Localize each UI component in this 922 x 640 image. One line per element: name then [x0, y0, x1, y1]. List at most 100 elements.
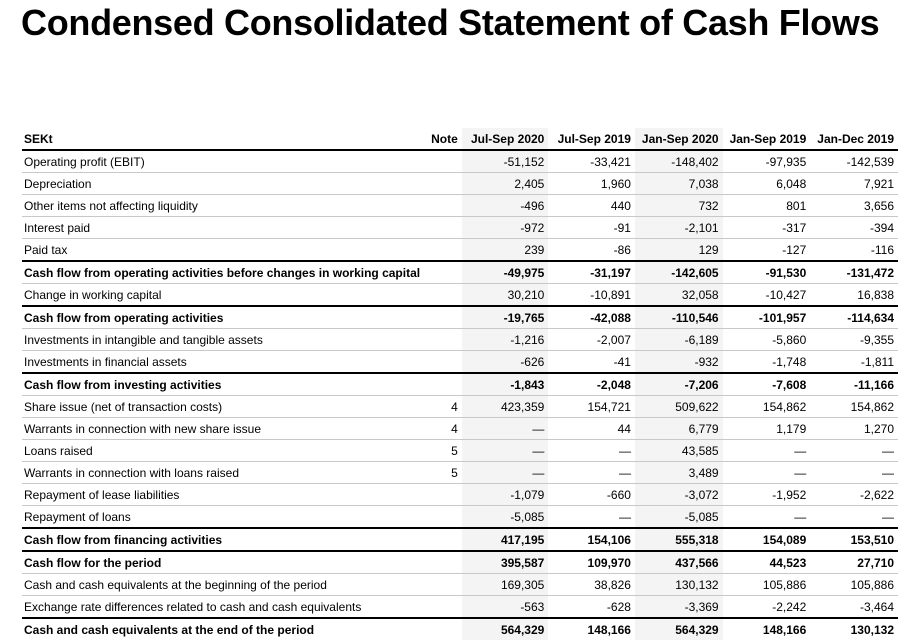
- row-note: [424, 194, 462, 217]
- row-value: -1,811: [810, 350, 898, 374]
- row-value: 148,166: [722, 617, 811, 640]
- row-value: -1,748: [722, 350, 811, 374]
- row-note: [424, 238, 462, 262]
- row-value: 44,523: [722, 550, 811, 574]
- row-value: —: [548, 439, 635, 462]
- row-label: Cash flow for the period: [22, 550, 425, 574]
- row-note: 4: [424, 395, 462, 418]
- row-value: 7,038: [634, 172, 723, 195]
- row-note: [424, 505, 462, 529]
- row-value: -317: [722, 216, 811, 239]
- row-note: [424, 350, 462, 374]
- row-label: Repayment of loans: [22, 505, 425, 529]
- row-value: 6,779: [634, 417, 723, 440]
- table-row: Change in working capital 30,210 -10,891 32…: [22, 283, 898, 307]
- row-value: -2,242: [722, 595, 811, 619]
- row-label: Operating profit (EBIT): [22, 150, 425, 173]
- row-value: —: [548, 461, 635, 484]
- row-note: [424, 595, 462, 619]
- row-value: -394: [810, 216, 898, 239]
- row-value: -972: [461, 216, 549, 239]
- table-row: Depreciation 2,405 1,960 7,038 6,048 7,921: [22, 172, 898, 195]
- row-value: —: [810, 461, 898, 484]
- row-label: Repayment of lease liabilities: [22, 483, 425, 506]
- row-value: 16,838: [810, 283, 898, 307]
- row-value: -2,007: [548, 328, 635, 351]
- row-value: —: [722, 461, 811, 484]
- row-note: [424, 216, 462, 239]
- row-value: 169,305: [461, 573, 549, 596]
- row-value: -97,935: [722, 150, 811, 173]
- row-value: 154,862: [722, 395, 811, 418]
- row-note: [424, 328, 462, 351]
- row-value: 509,622: [634, 395, 723, 418]
- table-row: Interest paid -972 -91 -2,101 -317 -394: [22, 216, 898, 239]
- table-row: Cash flow from financing activities 417,1…: [22, 527, 898, 552]
- row-value: 27,710: [810, 550, 898, 574]
- row-value: 109,970: [548, 550, 635, 574]
- row-label: Cash and cash equivalents at the end of …: [22, 617, 425, 640]
- row-value: 105,886: [810, 573, 898, 596]
- row-value: 423,359: [461, 395, 549, 418]
- row-label: Investments in financial assets: [22, 350, 425, 374]
- row-note: [424, 527, 462, 552]
- row-label: Paid tax: [22, 238, 425, 262]
- table-row: Cash flow for the period 395,587 109,970 43…: [22, 550, 898, 574]
- row-value: 3,656: [810, 194, 898, 217]
- table-row: Loans raised 5— —43,585— —: [22, 439, 898, 462]
- row-value: —: [461, 439, 549, 462]
- row-label: Share issue (net of transaction costs): [22, 395, 425, 418]
- row-value: 1,270: [810, 417, 898, 440]
- row-value: 732: [634, 194, 723, 217]
- table-row: Warrants in connection with loans raised…: [22, 461, 898, 484]
- row-label: Cash and cash equivalents at the beginni…: [22, 573, 425, 596]
- header-note: Note: [424, 128, 462, 151]
- row-value: 154,862: [810, 395, 898, 418]
- table-row: Other items not affecting liquidity -496 4…: [22, 194, 898, 217]
- page-title: Condensed Consolidated Statement of Cash…: [21, 2, 880, 43]
- row-value: —: [461, 461, 549, 484]
- row-value: —: [461, 417, 549, 440]
- row-note: [424, 283, 462, 307]
- row-value: -5,085: [461, 505, 549, 529]
- row-value: -10,891: [548, 283, 635, 307]
- table-row: Repayment of lease liabilities -1,079 -660…: [22, 483, 898, 506]
- row-value: -1,079: [461, 483, 549, 506]
- row-value: -1,952: [722, 483, 811, 506]
- row-note: [424, 573, 462, 596]
- row-label: Cash flow from investing activities: [22, 372, 425, 396]
- row-value: -660: [548, 483, 635, 506]
- table-header-row: SEKt Note Jul-Sep 2020 Jul-Sep 2019 Jan-…: [22, 128, 898, 151]
- table-row: Repayment of loans -5,085— -5,085— —: [22, 505, 898, 529]
- row-note: 5: [424, 461, 462, 484]
- header-jan-sep-2019: Jan-Sep 2019: [722, 128, 811, 151]
- row-value: 437,566: [634, 550, 723, 574]
- row-value: -5,860: [722, 328, 811, 351]
- row-note: [424, 372, 462, 396]
- row-value: 440: [548, 194, 635, 217]
- row-label: Investments in intangible and tangible a…: [22, 328, 425, 351]
- row-value: 43,585: [634, 439, 723, 462]
- table-row: Cash flow from operating activities -19,7…: [22, 305, 898, 329]
- row-label: Warrants in connection with new share is…: [22, 417, 425, 440]
- row-value: -42,088: [548, 305, 635, 329]
- row-value: 154,106: [548, 527, 635, 552]
- cash-flow-table: SEKt Note Jul-Sep 2020 Jul-Sep 2019 Jan-…: [22, 128, 898, 640]
- row-value: -626: [461, 350, 549, 374]
- row-value: -3,072: [634, 483, 723, 506]
- table-row: Operating profit (EBIT) -51,152 -33,421 -14…: [22, 150, 898, 173]
- row-note: [424, 150, 462, 173]
- row-value: -131,472: [810, 260, 898, 284]
- table-row: Paid tax 239 -86 129 -127 -116: [22, 238, 898, 262]
- header-currency: SEKt: [22, 128, 425, 151]
- row-label: Depreciation: [22, 172, 425, 195]
- row-label: Other items not affecting liquidity: [22, 194, 425, 217]
- table-row: Cash flow from investing activities -1,84…: [22, 372, 898, 396]
- row-note: [424, 172, 462, 195]
- row-value: -49,975: [461, 260, 549, 284]
- row-value: -2,048: [548, 372, 635, 396]
- row-label: Exchange rate differences related to cas…: [22, 595, 425, 619]
- row-label: Cash flow from operating activities: [22, 305, 425, 329]
- table-row: Investments in financial assets -626 -41 -9…: [22, 350, 898, 374]
- row-value: -148,402: [634, 150, 723, 173]
